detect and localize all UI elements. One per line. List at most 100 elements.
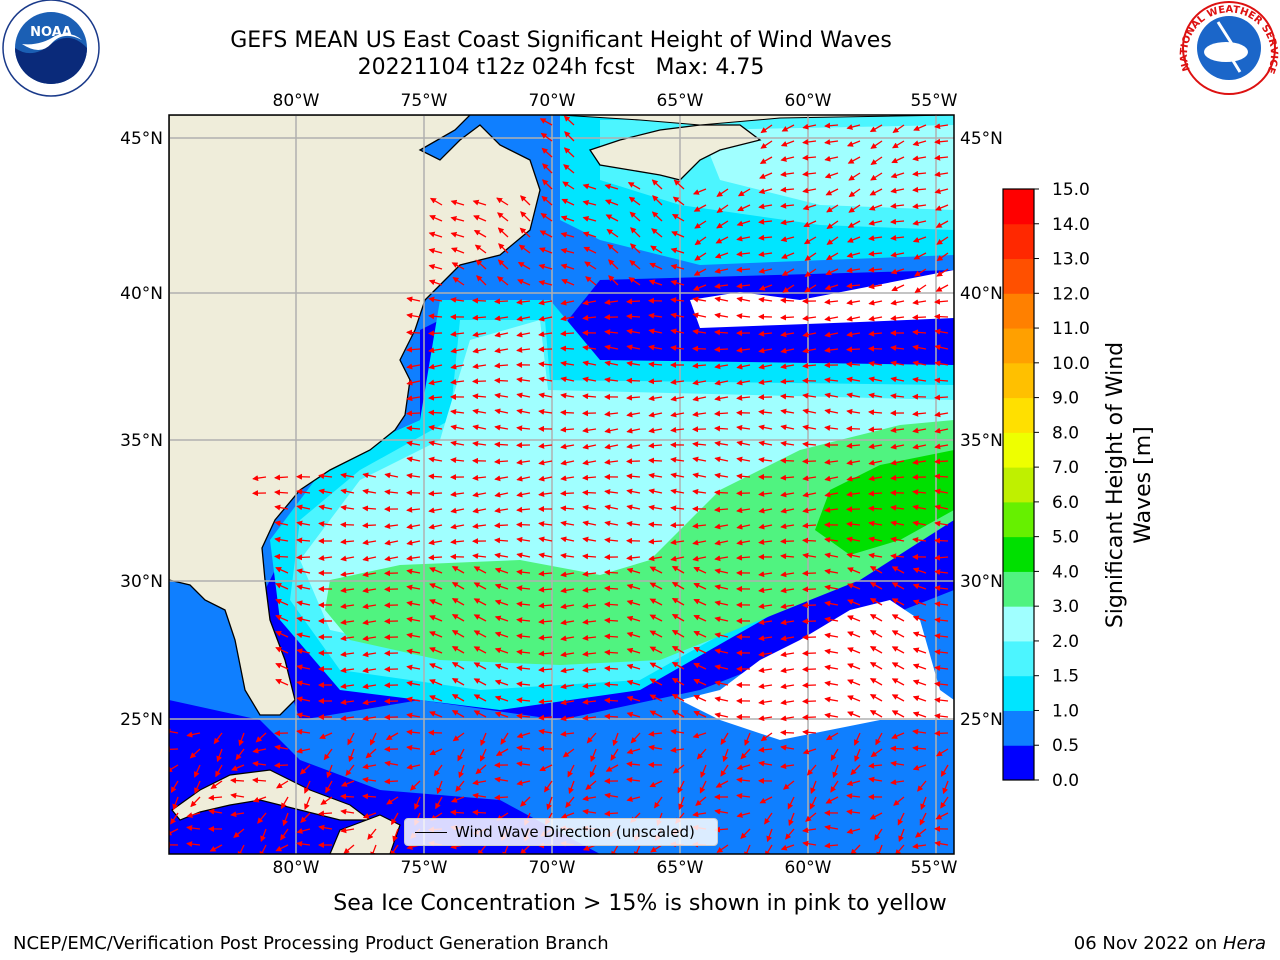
wave-direction-arrow xyxy=(586,732,597,744)
wave-direction-arrow xyxy=(714,395,729,402)
wave-direction-arrow xyxy=(934,328,949,335)
wave-direction-arrow xyxy=(758,456,773,463)
wave-direction-arrow xyxy=(651,228,663,238)
wave-direction-arrow xyxy=(934,665,949,672)
wave-direction-arrow xyxy=(648,472,663,479)
wave-direction-arrow xyxy=(538,361,553,368)
wave-direction-arrow xyxy=(693,678,707,686)
wave-direction-arrow xyxy=(582,714,597,721)
wave-direction-arrow xyxy=(319,732,333,739)
wave-direction-arrow xyxy=(758,683,773,690)
wave-direction-arrow xyxy=(296,520,311,527)
wave-direction-arrow xyxy=(340,667,355,674)
wave-direction-arrow xyxy=(275,598,289,606)
wave-direction-arrow xyxy=(670,411,685,418)
wave-direction-arrow xyxy=(649,630,663,638)
wave-direction-arrow xyxy=(582,200,597,206)
wave-direction-arrow xyxy=(516,331,531,338)
wave-direction-arrow xyxy=(494,679,509,686)
wave-direction-arrow xyxy=(428,456,443,463)
wave-direction-arrow xyxy=(274,489,289,496)
wave-direction-arrow xyxy=(692,312,707,319)
wave-direction-arrow xyxy=(384,489,399,496)
wave-direction-arrow xyxy=(846,809,861,815)
wave-direction-arrow xyxy=(538,666,553,673)
wave-direction-arrow xyxy=(670,379,685,385)
wave-direction-arrow xyxy=(560,475,575,482)
wave-direction-arrow xyxy=(626,377,641,384)
wave-direction-arrow xyxy=(802,408,817,415)
wave-direction-arrow xyxy=(848,204,861,213)
wave-direction-arrow xyxy=(890,553,905,560)
wave-direction-arrow xyxy=(758,424,773,431)
wave-direction-arrow xyxy=(563,164,575,174)
wave-direction-arrow xyxy=(692,395,707,402)
wave-direction-arrow xyxy=(758,667,773,674)
wave-direction-arrow xyxy=(714,329,729,336)
wave-direction-arrow xyxy=(626,647,641,654)
wave-direction-arrow xyxy=(604,183,619,190)
wave-direction-arrow xyxy=(670,247,685,254)
wave-direction-arrow xyxy=(362,763,377,770)
wave-direction-arrow xyxy=(890,299,905,306)
wave-direction-arrow xyxy=(582,504,597,511)
wave-direction-arrow xyxy=(693,566,707,574)
wave-direction-arrow xyxy=(626,748,641,755)
wave-direction-arrow xyxy=(942,780,949,795)
wave-direction-arrow xyxy=(802,507,817,514)
wave-direction-arrow xyxy=(604,585,619,592)
wave-direction-arrow xyxy=(670,456,685,463)
wave-direction-arrow xyxy=(582,299,597,306)
chart-title: GEFS MEAN US East Coast Significant Heig… xyxy=(230,28,892,53)
wave-direction-arrow xyxy=(781,268,795,276)
lon-label-bottom: 80°W xyxy=(273,858,320,878)
wave-direction-arrow xyxy=(516,475,531,482)
wave-direction-arrow xyxy=(429,711,443,718)
wave-direction-arrow xyxy=(429,679,443,686)
wave-direction-arrow xyxy=(780,363,795,370)
wave-direction-arrow xyxy=(912,663,927,670)
wave-direction-arrow xyxy=(847,236,861,243)
wave-direction-arrow xyxy=(230,811,245,818)
wave-direction-arrow xyxy=(560,571,575,578)
wave-direction-arrow xyxy=(649,614,663,622)
wave-direction-arrow xyxy=(714,252,729,259)
wave-direction-arrow xyxy=(736,812,751,818)
wave-direction-arrow xyxy=(384,472,399,479)
wave-direction-arrow xyxy=(824,122,839,129)
wave-direction-arrow xyxy=(802,170,817,177)
wave-direction-arrow xyxy=(890,760,905,767)
wave-direction-arrow xyxy=(934,601,949,608)
wave-direction-arrow xyxy=(362,555,377,562)
wave-direction-arrow xyxy=(714,506,729,513)
wave-direction-arrow xyxy=(696,748,707,760)
wave-direction-arrow xyxy=(846,376,861,383)
wave-direction-arrow xyxy=(780,347,795,354)
wave-direction-arrow xyxy=(560,715,575,722)
wave-direction-arrow xyxy=(608,275,619,286)
colorbar-tick-label: 14.0 xyxy=(1052,215,1090,235)
chart-subtitle: 20221104 t12z 024h fcst Max: 4.75 xyxy=(357,55,765,80)
wave-direction-arrow xyxy=(824,408,839,415)
wave-direction-arrow xyxy=(868,762,883,769)
wave-direction-arrow xyxy=(497,212,509,222)
wave-direction-arrow xyxy=(494,583,509,590)
wave-direction-arrow xyxy=(275,662,289,670)
wave-direction-arrow xyxy=(450,424,465,431)
wave-direction-arrow xyxy=(692,188,707,195)
wave-direction-arrow xyxy=(868,443,883,450)
wave-direction-arrow xyxy=(626,554,641,561)
lon-label-top: 75°W xyxy=(401,91,448,111)
wave-direction-arrow xyxy=(296,696,311,703)
wave-direction-arrow xyxy=(213,732,223,745)
wave-direction-arrow xyxy=(714,425,729,432)
lon-label-bottom: 70°W xyxy=(529,858,576,878)
wave-direction-arrow xyxy=(692,328,707,335)
wave-direction-arrow xyxy=(348,748,355,763)
wave-direction-arrow xyxy=(869,694,883,702)
wave-direction-arrow xyxy=(934,298,949,305)
wave-direction-arrow xyxy=(868,283,883,290)
wave-direction-arrow xyxy=(538,586,553,593)
wave-direction-arrow xyxy=(340,587,355,594)
wave-direction-arrow xyxy=(736,379,751,386)
